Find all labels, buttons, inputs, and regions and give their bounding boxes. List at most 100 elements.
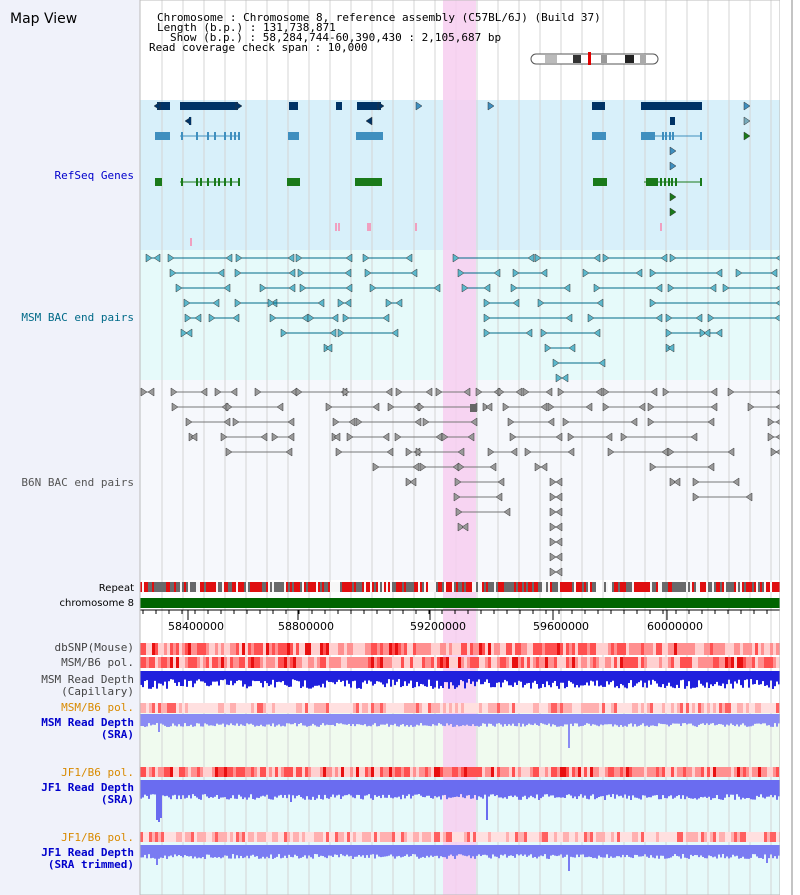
depth-bar — [426, 780, 428, 796]
depth-bar — [264, 780, 266, 797]
gene-exon — [671, 178, 673, 186]
heatmap-cell — [332, 703, 335, 713]
heatmap-cell — [734, 703, 737, 713]
depth-bar — [170, 714, 172, 727]
heatmap-cell — [719, 703, 722, 713]
b6n-bac-track[interactable] — [140, 387, 783, 577]
depth-bar — [618, 845, 620, 857]
heatmap-cell — [359, 703, 362, 713]
repeat-element — [718, 582, 720, 592]
depth-bar — [660, 714, 662, 724]
heatmap-cell — [365, 832, 368, 842]
depth-bar — [506, 780, 508, 799]
depth-bar — [388, 671, 390, 680]
depth-bar — [520, 714, 522, 727]
heatmap-cell — [401, 643, 404, 655]
repeat-element — [540, 582, 542, 592]
depth-bar — [284, 845, 286, 856]
repeat-element — [360, 582, 362, 592]
depth-bar — [466, 845, 468, 857]
heatmap-cell — [437, 832, 440, 842]
heatmap-cell — [320, 767, 323, 777]
heatmap-cell — [461, 767, 464, 777]
depth-bar — [658, 714, 660, 724]
repeat-element — [142, 582, 144, 592]
depth-bar — [768, 714, 770, 726]
highlight-region[interactable] — [443, 0, 476, 895]
depth-bar — [648, 714, 650, 727]
heatmap-cell — [221, 643, 224, 655]
depth-bar — [246, 780, 248, 800]
heatmap-cell — [662, 657, 665, 668]
track-label-jf1-depth-sra-1: JF1 Read Depth — [41, 781, 134, 794]
heatmap-cell — [710, 832, 713, 842]
heatmap-cell — [290, 832, 293, 842]
heatmap-cell — [161, 657, 164, 668]
depth-bar — [400, 780, 402, 800]
heatmap-cell — [503, 767, 506, 777]
heatmap-cell — [683, 643, 686, 655]
depth-bar — [678, 714, 680, 724]
repeat-element — [196, 582, 198, 592]
depth-bar — [390, 845, 392, 855]
depth-bar — [388, 714, 390, 727]
depth-bar — [664, 671, 666, 688]
depth-bar — [420, 780, 422, 796]
depth-bar — [292, 671, 294, 680]
heatmap-cell — [557, 767, 560, 777]
heatmap-cell — [434, 657, 437, 668]
heatmap-cell — [587, 657, 590, 668]
depth-bar — [536, 671, 538, 685]
heatmap-cell — [251, 703, 254, 713]
heatmap-cell — [428, 703, 431, 713]
track-label-msm-bac[interactable]: MSM BAC end pairs — [21, 311, 134, 324]
depth-bar — [578, 671, 580, 688]
depth-bar — [170, 671, 172, 680]
depth-bar — [448, 671, 450, 689]
repeat-element — [606, 582, 608, 592]
depth-bar — [404, 780, 406, 799]
depth-bar — [764, 671, 766, 686]
repeat-element — [658, 582, 660, 592]
heatmap-cell — [311, 767, 314, 777]
heatmap-cell — [188, 832, 191, 842]
depth-bar — [144, 780, 146, 795]
depth-bar — [602, 780, 604, 797]
heatmap-cell — [602, 767, 605, 777]
track-label-jf1-depth-sra-2: (SRA) — [101, 793, 134, 806]
depth-bar — [162, 845, 164, 859]
heatmap-cell — [389, 703, 392, 713]
heatmap-cell — [764, 832, 767, 842]
depth-bar — [262, 671, 264, 688]
bac-end-right — [655, 283, 663, 293]
repeat-element — [592, 582, 594, 592]
heatmap-cell — [737, 643, 740, 655]
depth-bar — [682, 780, 684, 796]
heatmap-cell — [422, 643, 425, 655]
heatmap-cell — [362, 767, 365, 777]
depth-bar — [450, 845, 452, 855]
heatmap-cell — [197, 832, 200, 842]
depth-bar — [380, 714, 382, 725]
repeat-element — [412, 582, 414, 592]
depth-bar — [166, 671, 168, 689]
depth-bar — [338, 845, 340, 858]
depth-bar — [226, 845, 228, 856]
depth-bar — [722, 845, 724, 855]
msm-bac-track[interactable] — [145, 253, 783, 383]
heatmap-cell — [473, 832, 476, 842]
heatmap-cell — [431, 643, 434, 655]
refseq-genes-track[interactable] — [153, 101, 751, 246]
depth-bar — [148, 714, 150, 724]
chromosome-ideogram[interactable] — [530, 52, 659, 65]
depth-bar — [254, 714, 256, 727]
heatmap-cell — [215, 657, 218, 668]
repeat-element — [732, 582, 734, 592]
heatmap-cell — [401, 832, 404, 842]
bac-end-left — [405, 447, 413, 457]
repeat-element — [774, 582, 776, 592]
track-label-b6n-bac[interactable]: B6N BAC end pairs — [21, 476, 134, 489]
depth-bar — [144, 714, 146, 727]
heatmap-cell — [368, 703, 371, 713]
track-label-refseq[interactable]: RefSeq Genes — [55, 169, 134, 182]
